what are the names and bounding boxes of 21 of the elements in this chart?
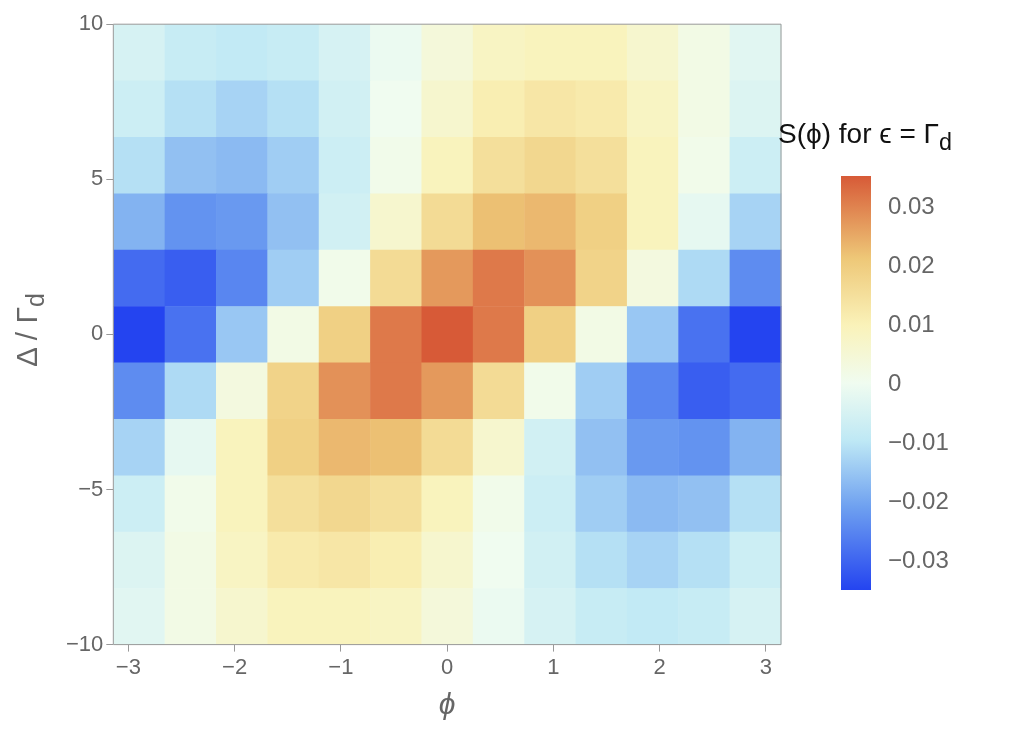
y-tick-label: −10	[65, 630, 104, 656]
color-bar-title: S(ϕ) for ϵ = Γ$_{d}$	[778, 118, 952, 156]
y-tick-label: −5	[78, 475, 104, 501]
x-axis-title: ϕ	[438, 687, 456, 721]
color-bar-label: 0.01	[888, 309, 935, 338]
color-bar-label: −0.01	[888, 428, 949, 457]
x-tick-label: −1	[328, 653, 354, 679]
color-bar-label: 0.02	[888, 250, 935, 279]
x-tick-label: 2	[653, 653, 666, 679]
y-tick-label: 5	[91, 165, 104, 191]
x-tick-label: 0	[441, 653, 454, 679]
color-bar-label: −0.03	[888, 546, 949, 575]
x-tick-label: −3	[115, 653, 141, 679]
x-tick-label: −2	[222, 653, 248, 679]
x-tick-label: 3	[759, 653, 773, 679]
color-bar-label: −0.02	[888, 487, 949, 516]
color-bar-label: 0.03	[888, 191, 935, 220]
y-tick-label: 0	[91, 320, 104, 346]
y-tick-label: 10	[78, 10, 104, 36]
x-tick-label: 1	[547, 653, 560, 679]
color-bar-label: 0	[888, 369, 902, 397]
